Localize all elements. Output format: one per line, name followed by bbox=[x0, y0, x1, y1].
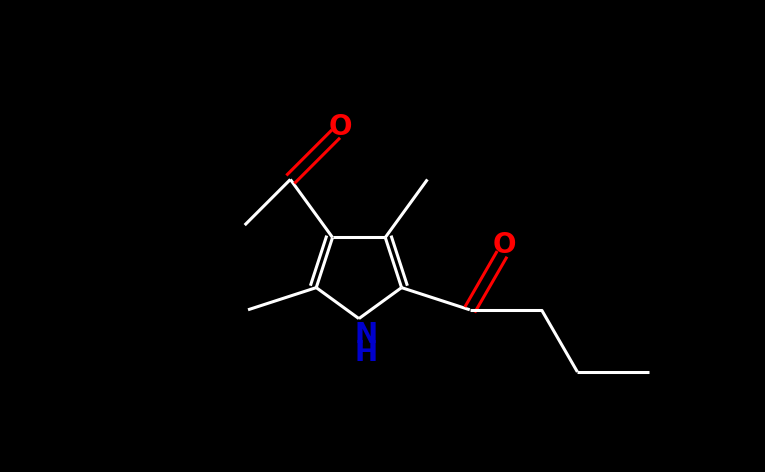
Text: O: O bbox=[329, 113, 353, 141]
Text: N: N bbox=[354, 321, 378, 349]
Text: O: O bbox=[493, 231, 516, 260]
Text: H: H bbox=[354, 338, 378, 367]
